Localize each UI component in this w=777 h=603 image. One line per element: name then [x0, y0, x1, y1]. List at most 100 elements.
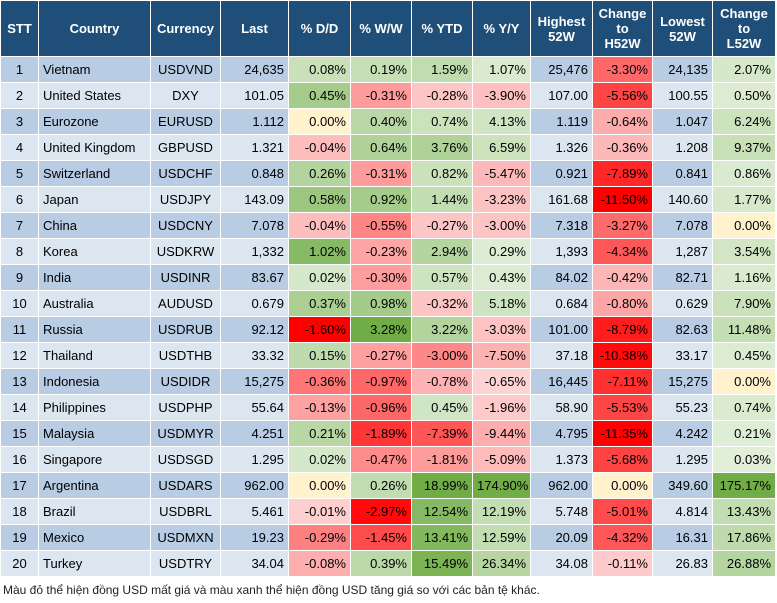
table-cell: 100.55	[652, 82, 713, 109]
table-cell: 0.39%	[350, 550, 412, 577]
table-cell: -3.23%	[472, 186, 531, 213]
table-cell: 1.02%	[288, 238, 351, 265]
table-cell: 1.321	[220, 134, 289, 161]
table-cell: 0.02%	[288, 446, 351, 473]
table-cell: -0.29%	[288, 524, 351, 551]
table-cell: 15.49%	[411, 550, 473, 577]
table-cell: 13.41%	[411, 524, 473, 551]
table-cell: 34.04	[220, 550, 289, 577]
table-cell: 0.43%	[472, 264, 531, 291]
column-header: % D/D	[288, 0, 351, 57]
table-cell: 7.318	[530, 212, 593, 239]
table-cell: -10.38%	[592, 342, 653, 369]
table-cell: -0.96%	[350, 394, 412, 421]
table-cell: 20.09	[530, 524, 593, 551]
column-header: Country	[38, 0, 151, 57]
table-cell: DXY	[150, 82, 221, 109]
table-cell: 55.64	[220, 394, 289, 421]
table-cell: -0.47%	[350, 446, 412, 473]
table-cell: 4.242	[652, 420, 713, 447]
table-cell: 0.03%	[712, 446, 776, 473]
table-cell: 7.078	[652, 212, 713, 239]
table-cell: -5.53%	[592, 394, 653, 421]
table-cell: USDIDR	[150, 368, 221, 395]
table-row: 14 Philippines USDPHP 55.64 -0.13% -0.96% 0.45…	[0, 394, 776, 421]
table-cell: 13	[0, 368, 39, 395]
table-cell: USDCNY	[150, 212, 221, 239]
table-row: 13 Indonesia USDIDR 15,275 -0.36% -0.97% -0.78…	[0, 368, 776, 395]
table-cell: 962.00	[530, 472, 593, 499]
table-cell: 0.45%	[411, 394, 473, 421]
table-cell: 4.795	[530, 420, 593, 447]
table-cell: -3.00%	[411, 342, 473, 369]
table-cell: 24,135	[652, 56, 713, 83]
table-cell: 1.295	[652, 446, 713, 473]
table-cell: 3.76%	[411, 134, 473, 161]
table-cell: -5.01%	[592, 498, 653, 525]
table-cell: 0.00%	[288, 472, 351, 499]
table-cell: 33.17	[652, 342, 713, 369]
table-cell: USDSGD	[150, 446, 221, 473]
table-cell: 2	[0, 82, 39, 109]
table-cell: -3.00%	[472, 212, 531, 239]
table-body: 1 Vietnam USDVND 24,635 0.08% 0.19% 1.59% 1.07%…	[0, 56, 776, 577]
table-cell: Brazil	[38, 498, 151, 525]
table-cell: 0.37%	[288, 290, 351, 317]
table-cell: 14	[0, 394, 39, 421]
table-cell: AUDUSD	[150, 290, 221, 317]
table-row: 3 Eurozone EURUSD 1.112 0.00% 0.40% 0.74% 4.13%…	[0, 108, 776, 135]
table-cell: 58.90	[530, 394, 593, 421]
table-cell: Vietnam	[38, 56, 151, 83]
table-cell: -3.30%	[592, 56, 653, 83]
table-cell: 1.208	[652, 134, 713, 161]
table-cell: 1.112	[220, 108, 289, 135]
table-cell: 1.295	[220, 446, 289, 473]
table-cell: -0.80%	[592, 290, 653, 317]
table-cell: India	[38, 264, 151, 291]
fx-table: STT Country Currency Last% D/D% W/W% YTD% Y…	[0, 0, 776, 577]
table-cell: 0.98%	[350, 290, 412, 317]
table-cell: 17	[0, 472, 39, 499]
table-cell: 6	[0, 186, 39, 213]
table-cell: Indonesia	[38, 368, 151, 395]
table-cell: Australia	[38, 290, 151, 317]
table-cell: 0.29%	[472, 238, 531, 265]
table-cell: 0.00%	[592, 472, 653, 499]
table-cell: -0.27%	[350, 342, 412, 369]
table-cell: 9	[0, 264, 39, 291]
table-cell: 37.18	[530, 342, 593, 369]
column-header: % W/W	[350, 0, 412, 57]
table-cell: 26.88%	[712, 550, 776, 577]
table-cell: -1.89%	[350, 420, 412, 447]
table-cell: 16	[0, 446, 39, 473]
table-cell: 13.43%	[712, 498, 776, 525]
table-cell: 0.74%	[411, 108, 473, 135]
table-cell: -0.36%	[592, 134, 653, 161]
table-cell: 0.50%	[712, 82, 776, 109]
table-cell: 7	[0, 212, 39, 239]
table-cell: -11.35%	[592, 420, 653, 447]
table-cell: 11.48%	[712, 316, 776, 343]
table-cell: USDARS	[150, 472, 221, 499]
table-cell: 0.02%	[288, 264, 351, 291]
table-cell: 5	[0, 160, 39, 187]
table-cell: 17.86%	[712, 524, 776, 551]
table-cell: USDTRY	[150, 550, 221, 577]
table-cell: 0.26%	[288, 160, 351, 187]
table-cell: 82.71	[652, 264, 713, 291]
table-row: 2 United States DXY 101.05 0.45% -0.31% -0.28%…	[0, 82, 776, 109]
table-cell: USDRUB	[150, 316, 221, 343]
footnote: Màu đỏ thể hiện đồng USD mất giá và màu …	[3, 583, 540, 597]
table-row: 8 Korea USDKRW 1,332 1.02% -0.23% 2.94% 0.29% 1,…	[0, 238, 776, 265]
table-cell: 15,275	[652, 368, 713, 395]
table-cell: -0.55%	[350, 212, 412, 239]
table-cell: Singapore	[38, 446, 151, 473]
table-cell: -0.30%	[350, 264, 412, 291]
table-cell: 0.26%	[350, 472, 412, 499]
table-cell: 16.31	[652, 524, 713, 551]
table-cell: -0.04%	[288, 134, 351, 161]
table-row: 16 Singapore USDSGD 1.295 0.02% -0.47% -1.81% -…	[0, 446, 776, 473]
table-cell: 101.05	[220, 82, 289, 109]
table-cell: 0.82%	[411, 160, 473, 187]
table-cell: 0.921	[530, 160, 593, 187]
